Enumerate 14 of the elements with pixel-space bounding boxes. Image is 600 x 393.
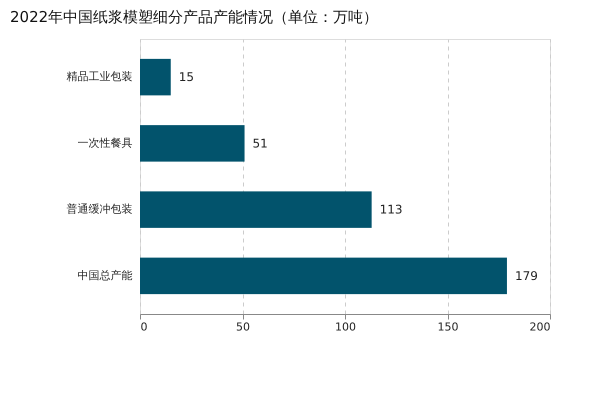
data-label: 15 — [178, 70, 194, 84]
y-tick-label: 普通缓冲包装 — [66, 202, 132, 216]
y-tick-label: 精品工业包装 — [66, 70, 132, 84]
data-label: 179 — [514, 268, 538, 283]
x-tick-label: 150 — [438, 320, 458, 334]
y-tick-label: 一次性餐具 — [78, 136, 132, 150]
y-tick-label: 中国总产能 — [78, 268, 132, 282]
x-tick-label: 0 — [140, 320, 148, 334]
x-tick-label: 100 — [335, 320, 356, 334]
x-tick-label: 200 — [530, 320, 550, 334]
data-label: 51 — [252, 136, 268, 150]
chart-title: 2022年中国纸浆模塑细分产品产能情况（单位：万吨） — [10, 8, 378, 26]
x-tick-label: 50 — [236, 320, 250, 334]
data-label: 113 — [380, 202, 403, 217]
